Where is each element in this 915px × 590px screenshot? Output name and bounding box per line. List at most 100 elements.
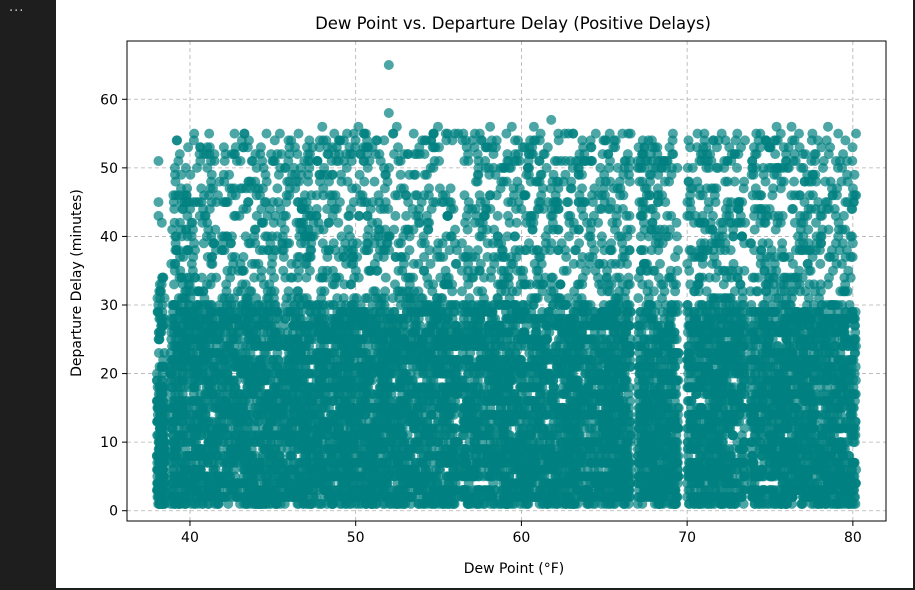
scatter-point xyxy=(210,375,221,386)
scatter-point xyxy=(179,197,190,208)
scatter-point xyxy=(196,272,207,283)
scatter-point xyxy=(339,279,350,290)
scatter-point xyxy=(286,258,297,269)
scatter-point xyxy=(336,169,346,180)
scatter-point xyxy=(362,238,372,249)
scatter-point xyxy=(374,245,385,256)
scatter-point xyxy=(370,231,381,242)
scatter-point xyxy=(267,231,277,242)
scatter-point xyxy=(441,320,452,331)
scatter-point xyxy=(221,279,232,290)
scatter-point xyxy=(356,197,367,208)
scatter-point xyxy=(186,450,197,461)
scatter-point xyxy=(182,183,193,194)
scatter-point xyxy=(291,217,302,228)
scatter-point xyxy=(365,265,376,276)
scatter-point xyxy=(380,286,391,297)
scatter-point xyxy=(209,149,220,160)
scatter-point xyxy=(154,334,165,345)
scatter-point xyxy=(197,368,208,379)
scatter-point xyxy=(279,210,289,221)
scatter-point xyxy=(170,245,181,256)
scatter-point xyxy=(241,204,252,214)
scatter-point xyxy=(157,437,168,448)
scatter-point xyxy=(393,238,404,249)
scatter-point xyxy=(249,423,260,434)
scatter-point xyxy=(407,204,418,214)
scatter-point xyxy=(213,437,224,448)
scatter-point xyxy=(355,149,366,160)
scatter-point xyxy=(268,485,279,496)
scatter-point xyxy=(186,409,197,420)
scatter-point xyxy=(292,149,303,160)
scatter-point xyxy=(314,169,325,180)
scatter-point xyxy=(303,224,313,235)
scatter-point xyxy=(250,341,261,352)
scatter-point xyxy=(299,485,310,496)
scatter-point xyxy=(311,210,322,221)
scatter-point xyxy=(294,354,305,365)
scatter-point xyxy=(170,498,181,509)
scatter-point xyxy=(409,149,420,160)
scatter-point xyxy=(229,128,240,139)
scatter-point xyxy=(330,272,341,283)
scatter-points xyxy=(151,60,862,509)
scatter-point xyxy=(202,162,213,173)
scatter-point xyxy=(282,176,293,187)
scatter-point xyxy=(205,327,216,338)
scatter-point xyxy=(395,169,406,180)
scatter-point xyxy=(232,286,243,297)
scatter-point xyxy=(349,272,360,283)
scatter-point xyxy=(198,238,209,249)
scatter-point xyxy=(225,485,236,496)
scatter-point xyxy=(168,197,179,208)
scatter-point xyxy=(188,354,199,365)
scatter-point xyxy=(303,156,313,166)
scatter-point xyxy=(329,128,340,139)
scatter-point xyxy=(215,354,226,365)
scatter-point xyxy=(198,286,209,297)
scatter-point xyxy=(188,135,199,146)
scatter-point xyxy=(221,396,232,406)
scatter-point xyxy=(227,190,237,201)
scatter-point xyxy=(332,306,343,317)
scatter-point xyxy=(293,128,304,139)
scatter-point xyxy=(249,224,260,235)
scatter-point xyxy=(390,252,401,262)
scatter-point xyxy=(208,238,219,249)
scatter-point xyxy=(428,128,439,139)
scatter-point xyxy=(231,334,242,345)
scatter-point xyxy=(166,375,177,386)
scatter-point xyxy=(441,354,451,365)
figure: 40 50 60 70 80 0 10 20 30 40 50 60 Dew Point vs. D… xyxy=(56,0,913,588)
scatter-point xyxy=(245,238,256,249)
scatter-point xyxy=(384,231,394,242)
scatter-point xyxy=(184,300,195,310)
scatter-point xyxy=(205,306,216,317)
scatter-point xyxy=(272,183,283,194)
scatter-point xyxy=(180,162,191,173)
scatter-point xyxy=(239,128,250,139)
scatter-point xyxy=(248,368,259,379)
scatter-point xyxy=(273,437,284,448)
scatter-point xyxy=(262,245,273,256)
scatter-point xyxy=(420,409,431,420)
scatter-point xyxy=(210,224,221,235)
more-options-icon[interactable]: ··· xyxy=(9,4,25,19)
scatter-point xyxy=(416,238,427,249)
scatter-point xyxy=(168,430,178,441)
scatter-point xyxy=(280,313,291,324)
scatter-point xyxy=(354,210,365,221)
scatter-point xyxy=(169,217,180,228)
scatter-point xyxy=(280,423,291,434)
scatter-point xyxy=(301,197,312,208)
scatter-point xyxy=(404,231,415,242)
scatter-point xyxy=(317,334,328,345)
scatter-point xyxy=(392,478,403,489)
scatter-point xyxy=(189,238,200,249)
scatter-point xyxy=(187,464,198,475)
scatter-point xyxy=(369,176,380,187)
scatter-point xyxy=(268,197,279,208)
scatter-point xyxy=(251,190,262,201)
